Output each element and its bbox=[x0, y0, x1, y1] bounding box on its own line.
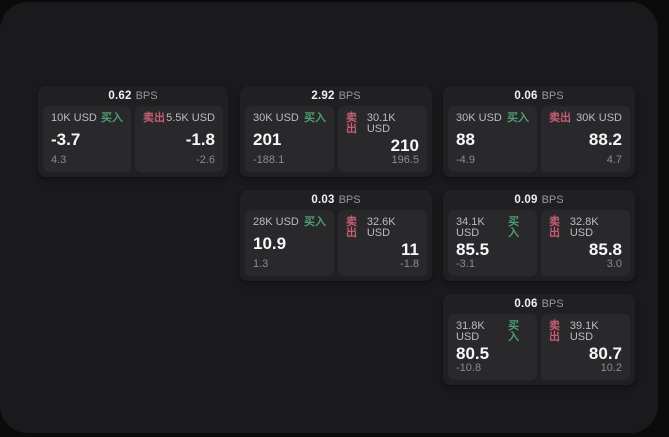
sell-price: 88.2 bbox=[588, 130, 622, 149]
sell-panel[interactable]: 卖出 39.1K USD 80.7 10.2 bbox=[541, 314, 630, 380]
buy-panel[interactable]: 30K USD 买入 201 -188.1 bbox=[245, 106, 334, 172]
sell-amount: 5.5K USD bbox=[166, 112, 215, 124]
bps-value: 0.03 bbox=[311, 194, 335, 206]
buy-price: 88 bbox=[456, 130, 475, 149]
sell-amount: 30K USD bbox=[576, 112, 622, 124]
sell-delta: -2.6 bbox=[196, 154, 215, 166]
buy-amount: 28K USD bbox=[253, 216, 299, 228]
bps-header: 0.06 BPS bbox=[448, 86, 630, 106]
buy-price: 201 bbox=[253, 130, 282, 149]
buy-amount: 30K USD bbox=[456, 112, 502, 124]
quote-card[interactable]: 2.92 BPS 30K USD 买入 201 -188.1 卖出 30.1K … bbox=[240, 86, 432, 177]
sell-side-label: 卖出 bbox=[143, 112, 165, 124]
sell-price: 80.7 bbox=[588, 343, 622, 363]
bps-header: 0.62 BPS bbox=[43, 86, 223, 106]
sell-panel[interactable]: 卖出 30K USD 88.2 4.7 bbox=[541, 106, 630, 172]
bps-unit-label: BPS bbox=[541, 90, 564, 102]
sell-side-label: 卖出 bbox=[549, 216, 560, 239]
buy-panel[interactable]: 31.8K USD 买入 80.5 -10.8 bbox=[448, 314, 537, 380]
buy-amount: 10K USD bbox=[51, 112, 97, 124]
buy-delta: -188.1 bbox=[253, 154, 285, 166]
buy-price: 80.5 bbox=[456, 343, 490, 363]
buy-delta: 4.3 bbox=[51, 154, 67, 166]
buy-side-label: 买入 bbox=[304, 112, 326, 124]
buy-side-label: 买入 bbox=[101, 112, 123, 124]
buy-amount: 30K USD bbox=[253, 112, 299, 124]
buy-amount: 31.8K USD bbox=[456, 320, 485, 343]
bps-value: 0.09 bbox=[514, 194, 538, 206]
buy-side-label: 买入 bbox=[508, 320, 520, 343]
bps-unit-label: BPS bbox=[338, 90, 361, 102]
sell-amount: 39.1K USD bbox=[569, 320, 599, 343]
buy-amount: 34.1K USD bbox=[456, 216, 485, 239]
sell-amount: 32.6K USD bbox=[366, 216, 396, 239]
buy-delta: -3.1 bbox=[456, 258, 475, 270]
sell-side-label: 卖出 bbox=[549, 112, 571, 124]
sell-delta: 196.5 bbox=[391, 154, 419, 166]
buy-panel[interactable]: 30K USD 买入 88 -4.9 bbox=[448, 106, 537, 172]
sell-side-label: 卖出 bbox=[346, 216, 357, 239]
sell-delta: 10.2 bbox=[600, 362, 622, 374]
quote-card[interactable]: 0.03 BPS 28K USD 买入 10.9 1.3 卖出 32.6K US… bbox=[240, 190, 432, 281]
bps-unit-label: BPS bbox=[338, 194, 361, 206]
buy-delta: -10.8 bbox=[456, 362, 482, 374]
buy-side-label: 买入 bbox=[507, 112, 529, 124]
buy-price: 10.9 bbox=[253, 234, 287, 253]
buy-panel[interactable]: 10K USD 买入 -3.7 4.3 bbox=[43, 106, 131, 172]
bps-unit-label: BPS bbox=[541, 298, 564, 310]
sell-price: 210 bbox=[390, 135, 419, 155]
quote-card[interactable]: 0.62 BPS 10K USD 买入 -3.7 4.3 卖出 5.5K USD… bbox=[38, 86, 228, 177]
sell-panel[interactable]: 卖出 5.5K USD -1.8 -2.6 bbox=[135, 106, 223, 172]
buy-delta: 1.3 bbox=[253, 258, 269, 270]
bps-header: 2.92 BPS bbox=[245, 86, 427, 106]
bps-header: 0.09 BPS bbox=[448, 190, 630, 210]
sell-amount: 30.1K USD bbox=[366, 112, 396, 135]
app-background-panel: 0.62 BPS 10K USD 买入 -3.7 4.3 卖出 5.5K USD… bbox=[0, 2, 658, 433]
sell-price: 11 bbox=[401, 239, 419, 259]
sell-panel[interactable]: 卖出 32.8K USD 85.8 3.0 bbox=[541, 210, 630, 276]
bps-unit-label: BPS bbox=[541, 194, 564, 206]
buy-side-label: 买入 bbox=[304, 216, 326, 228]
bps-header: 0.06 BPS bbox=[448, 294, 630, 314]
buy-panel[interactable]: 34.1K USD 买入 85.5 -3.1 bbox=[448, 210, 537, 276]
quote-card[interactable]: 0.09 BPS 34.1K USD 买入 85.5 -3.1 卖出 32.8K… bbox=[443, 190, 635, 281]
sell-price: -1.8 bbox=[185, 130, 215, 149]
sell-delta: 3.0 bbox=[606, 258, 622, 270]
buy-side-label: 买入 bbox=[508, 216, 520, 239]
buy-delta: -4.9 bbox=[456, 154, 475, 166]
bps-value: 0.06 bbox=[514, 298, 538, 310]
bps-header: 0.03 BPS bbox=[245, 190, 427, 210]
bps-value: 0.06 bbox=[514, 90, 538, 102]
sell-panel[interactable]: 卖出 30.1K USD 210 196.5 bbox=[338, 106, 427, 172]
sell-delta: 4.7 bbox=[606, 154, 622, 166]
sell-price: 85.8 bbox=[588, 239, 622, 259]
sell-side-label: 卖出 bbox=[346, 112, 357, 135]
quote-card[interactable]: 0.06 BPS 30K USD 买入 88 -4.9 卖出 30K USD 8… bbox=[443, 86, 635, 177]
buy-panel[interactable]: 28K USD 买入 10.9 1.3 bbox=[245, 210, 334, 276]
bps-unit-label: BPS bbox=[135, 90, 158, 102]
buy-price: 85.5 bbox=[456, 239, 490, 259]
quote-card[interactable]: 0.06 BPS 31.8K USD 买入 80.5 -10.8 卖出 39.1… bbox=[443, 294, 635, 385]
sell-delta: -1.8 bbox=[400, 258, 419, 270]
sell-amount: 32.8K USD bbox=[569, 216, 599, 239]
bps-value: 0.62 bbox=[108, 90, 132, 102]
sell-side-label: 卖出 bbox=[549, 320, 560, 343]
buy-price: -3.7 bbox=[51, 130, 81, 149]
sell-panel[interactable]: 卖出 32.6K USD 11 -1.8 bbox=[338, 210, 427, 276]
bps-value: 2.92 bbox=[311, 90, 335, 102]
